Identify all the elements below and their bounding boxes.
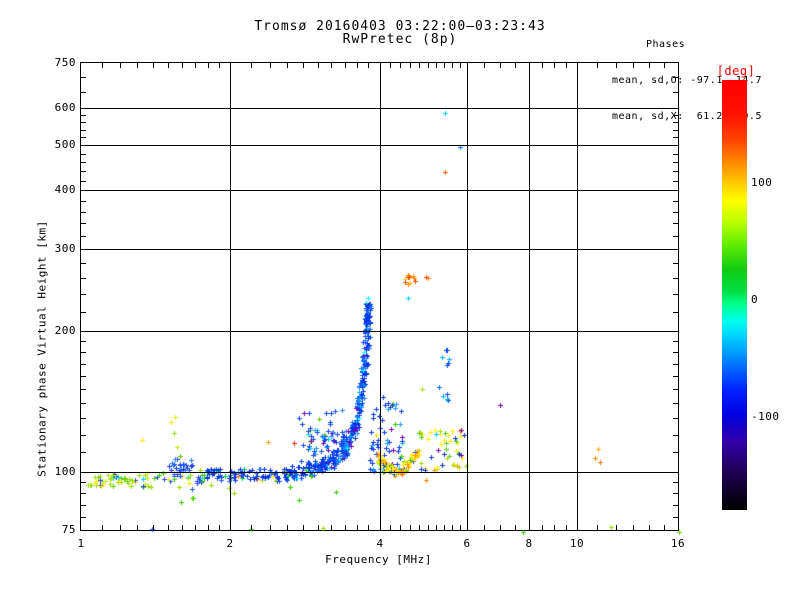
plot-title: Tromsø 20160403 03:22:00–03:23:43	[254, 19, 546, 34]
x-axis-title: Frequency [MHz]	[325, 553, 432, 566]
colorbar-title: [deg]	[716, 64, 756, 78]
scatter-points-canvas	[81, 63, 691, 541]
y-axis-title: Stationary phase Virtual Height [km]	[35, 220, 49, 477]
plot-area	[80, 62, 691, 541]
stats-header: Phases	[646, 39, 686, 50]
colorbar	[722, 80, 747, 510]
plot-subtitle: RwPretec (8p)	[342, 32, 458, 47]
